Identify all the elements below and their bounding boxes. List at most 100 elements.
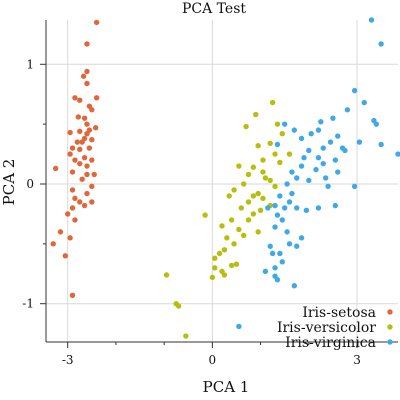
data-point-0-0	[93, 19, 100, 26]
data-point-1-38	[221, 247, 228, 253]
data-point-2-49	[279, 217, 285, 223]
data-point-2-60	[262, 268, 269, 275]
data-point-0-33	[91, 171, 97, 178]
data-point-0-24	[86, 145, 93, 151]
data-point-2-57	[279, 259, 285, 265]
data-point-2-63	[291, 283, 298, 289]
data-point-0-39	[84, 190, 90, 197]
legend-marker-1	[387, 324, 393, 330]
data-point-0-3	[80, 73, 87, 79]
x-tick-label-2: 3	[353, 353, 361, 367]
data-point-2-4	[344, 107, 351, 113]
data-point-1-28	[250, 211, 257, 217]
data-point-0-1	[84, 41, 90, 47]
data-point-1-18	[240, 181, 247, 187]
data-point-2-25	[378, 141, 384, 148]
data-point-2-33	[294, 175, 300, 181]
y-axis-label: PCA 2	[0, 159, 18, 206]
data-point-1-8	[260, 157, 266, 163]
data-point-1-0	[269, 99, 276, 106]
legend-label-2: Iris-virginica	[285, 335, 376, 351]
data-point-2-59	[272, 265, 278, 271]
y-tick-label-1: 0	[26, 177, 34, 191]
data-point-1-40	[212, 255, 218, 261]
data-point-0-11	[75, 114, 82, 120]
data-point-2-51	[284, 229, 290, 235]
data-point-0-47	[67, 235, 73, 241]
data-point-1-1	[253, 111, 259, 118]
data-point-2-3	[361, 99, 367, 106]
data-point-1-27	[257, 207, 264, 214]
data-point-1-26	[238, 205, 244, 211]
data-point-1-11	[250, 164, 257, 170]
x-tick-label-0: -3	[62, 353, 74, 367]
data-point-1-33	[236, 226, 242, 233]
data-point-0-48	[50, 241, 56, 247]
y-tick-label-2: 1	[26, 57, 34, 71]
chart-title: PCA Test	[182, 1, 246, 17]
data-point-2-12	[308, 131, 314, 137]
data-point-0-35	[89, 183, 95, 190]
data-point-1-25	[226, 193, 232, 199]
data-point-2-43	[315, 205, 322, 211]
data-point-0-21	[89, 137, 95, 143]
data-point-1-2	[274, 121, 281, 127]
data-point-1-16	[267, 177, 273, 184]
data-point-2-34	[306, 177, 312, 184]
data-point-1-22	[250, 193, 257, 199]
data-point-0-41	[69, 205, 76, 211]
data-point-2-36	[325, 183, 331, 190]
data-point-0-25	[67, 151, 73, 157]
data-point-0-43	[81, 202, 88, 209]
data-point-1-30	[228, 217, 235, 223]
data-point-2-23	[332, 157, 339, 163]
data-point-0-27	[81, 154, 88, 161]
data-point-0-2	[84, 68, 90, 75]
data-point-2-39	[277, 193, 283, 199]
data-point-0-45	[72, 217, 78, 223]
series-iris-versicolor	[163, 99, 293, 339]
data-point-0-4	[72, 95, 78, 101]
data-point-2-38	[289, 190, 295, 197]
data-point-0-23	[77, 146, 83, 152]
data-point-2-11	[315, 127, 322, 133]
data-point-2-22	[301, 154, 307, 161]
data-point-0-9	[89, 107, 95, 113]
data-point-0-28	[89, 157, 95, 163]
data-point-0-42	[89, 199, 95, 205]
data-point-1-29	[202, 212, 208, 218]
series-iris-virginica	[236, 17, 400, 330]
data-point-2-20	[306, 147, 312, 154]
data-point-2-18	[320, 145, 326, 151]
data-point-1-14	[245, 171, 252, 178]
data-point-1-21	[260, 195, 266, 202]
data-point-1-6	[255, 142, 261, 149]
data-point-0-22	[69, 145, 76, 151]
data-point-2-48	[274, 212, 281, 218]
data-point-2-27	[298, 163, 305, 169]
data-point-2-29	[335, 169, 341, 175]
data-point-2-64	[236, 323, 242, 330]
legend-label-1: Iris-versicolor	[277, 320, 376, 336]
data-point-0-30	[84, 163, 90, 169]
data-point-1-3	[279, 131, 285, 137]
data-point-0-49	[62, 253, 68, 259]
data-point-0-31	[69, 169, 76, 175]
data-point-0-46	[57, 229, 64, 235]
data-point-1-43	[212, 265, 218, 271]
data-point-0-50	[69, 292, 76, 299]
data-point-1-12	[260, 169, 266, 175]
data-point-0-10	[81, 115, 88, 121]
series-iris-setosa	[50, 19, 100, 299]
data-point-1-4	[243, 123, 249, 130]
data-point-2-15	[327, 139, 334, 145]
data-point-2-46	[332, 202, 339, 209]
data-point-1-17	[272, 183, 278, 190]
data-point-2-35	[284, 181, 290, 187]
data-point-1-34	[240, 232, 247, 239]
data-point-2-8	[318, 119, 324, 125]
data-point-1-5	[267, 140, 273, 146]
data-point-2-5	[330, 115, 336, 121]
